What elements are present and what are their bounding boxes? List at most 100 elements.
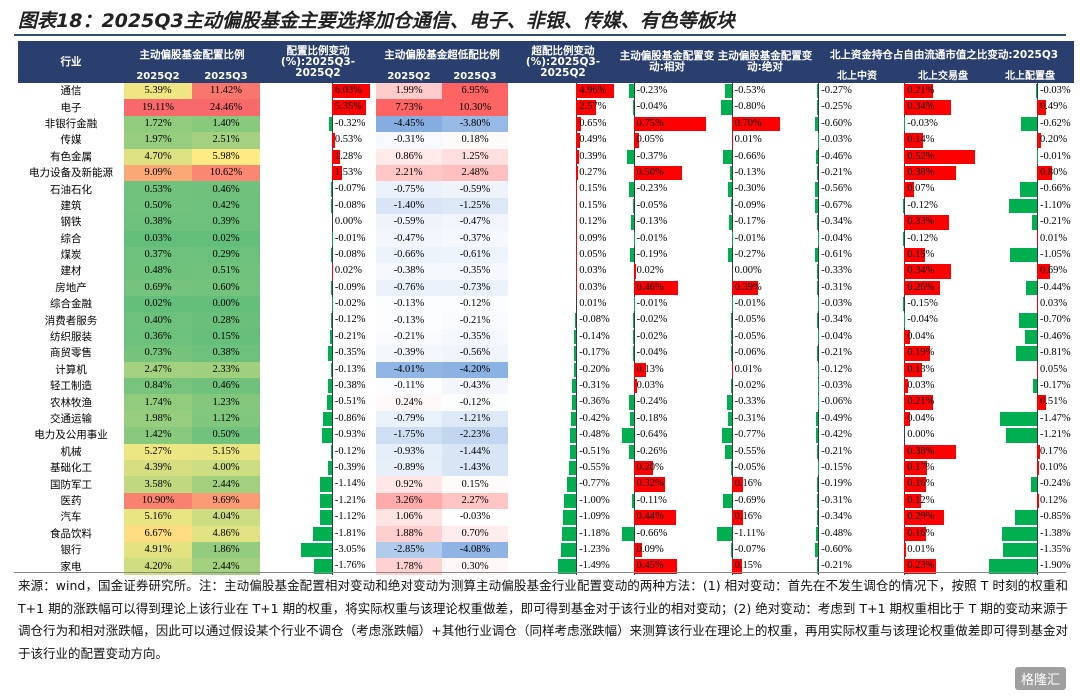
cell-chg: -0.51% bbox=[260, 394, 376, 411]
cell-nt: 0.21% bbox=[900, 83, 986, 100]
header-q3: 2025Q3 bbox=[192, 69, 260, 83]
na-value: -1.10% bbox=[1040, 199, 1071, 211]
na-bar bbox=[1021, 116, 1038, 132]
nm-bar bbox=[816, 493, 819, 509]
cell-abs: -0.01% bbox=[716, 230, 814, 247]
cell-na: -0.85% bbox=[986, 509, 1074, 526]
cell-oq2: 0.86% bbox=[376, 148, 442, 165]
cell-nt: 0.12% bbox=[900, 492, 986, 510]
cell-chg: 0.02% bbox=[260, 263, 376, 280]
cell-oq2: 1.78% bbox=[376, 558, 442, 575]
abs-bar bbox=[727, 395, 732, 410]
nm-axis bbox=[818, 115, 820, 133]
cell-chg: -0.86% bbox=[260, 410, 376, 428]
cell-oq3: -0.56% bbox=[442, 345, 508, 362]
cell-rel: 0.32% bbox=[618, 476, 716, 493]
nt-bar bbox=[904, 559, 936, 574]
ochg-axis bbox=[576, 345, 578, 362]
cell-oq2: -0.31% bbox=[376, 132, 442, 149]
abs-bar bbox=[730, 346, 732, 361]
abs-bar bbox=[731, 362, 733, 378]
cell-nt: 0.15% bbox=[900, 246, 986, 264]
na-value: 0.12% bbox=[1040, 494, 1068, 506]
watermark: 格隆汇 bbox=[1014, 667, 1066, 690]
abs-axis bbox=[731, 459, 733, 477]
na-value: -0.66% bbox=[1040, 183, 1071, 195]
abs-value: -0.01% bbox=[734, 298, 766, 310]
na-axis bbox=[1037, 410, 1039, 428]
industry-name: 通信 bbox=[60, 85, 82, 98]
na-value: -0.03% bbox=[1040, 85, 1071, 96]
nm-value: -0.03% bbox=[821, 380, 852, 392]
industry-name: 机械 bbox=[60, 445, 82, 458]
nm-axis bbox=[818, 361, 820, 379]
cell-nm: -0.34% bbox=[814, 312, 900, 329]
cell-chg: -0.35% bbox=[260, 345, 376, 362]
nt-bar bbox=[904, 182, 914, 197]
ochg-value: 0.09% bbox=[579, 232, 607, 244]
cell-q2: 0.50% bbox=[124, 197, 192, 215]
nm-axis bbox=[818, 181, 820, 198]
table-row: 基础化工 4.39% 4.00% -0.39% -0.89% -1.43% -0.55% 0.… bbox=[18, 459, 1074, 477]
cell-na: -1.21% bbox=[986, 427, 1074, 444]
chg-axis bbox=[331, 525, 333, 542]
cell-q3: 0.39% bbox=[192, 214, 260, 231]
table-row: 食品饮料 6.67% 4.86% -1.81% 1.88% 0.70% -1.18% -0.6… bbox=[18, 525, 1074, 542]
nt-bar bbox=[904, 493, 921, 509]
nm-bar bbox=[817, 165, 819, 181]
cell-oq2: -0.75% bbox=[376, 181, 442, 198]
chg-axis bbox=[331, 394, 333, 411]
rel-bar bbox=[633, 542, 643, 558]
cell-nm: -0.03% bbox=[814, 296, 900, 313]
ochg-axis bbox=[576, 361, 578, 379]
cell-oq2: -4.01% bbox=[376, 361, 442, 379]
chg-bar bbox=[327, 460, 332, 476]
ochg-axis bbox=[576, 296, 578, 313]
cell-q3: 2.44% bbox=[192, 476, 260, 493]
ochg-value: 0.27% bbox=[579, 166, 607, 178]
abs-axis bbox=[731, 83, 733, 100]
cell-q2: 5.27% bbox=[124, 443, 192, 460]
abs-axis bbox=[731, 246, 733, 264]
cell-ochg: 0.03% bbox=[508, 263, 618, 280]
nm-bar bbox=[815, 526, 819, 541]
abs-axis bbox=[731, 312, 733, 329]
ochg-bar bbox=[571, 395, 577, 410]
na-bar bbox=[1037, 264, 1050, 279]
nm-value: -0.61% bbox=[821, 248, 852, 260]
abs-axis bbox=[731, 525, 733, 542]
cell-rel: 0.20% bbox=[618, 459, 716, 477]
industry-name: 传媒 bbox=[60, 134, 82, 147]
nt-axis bbox=[904, 230, 906, 247]
chg-bar bbox=[320, 477, 332, 492]
chg-value: -0.09% bbox=[334, 281, 366, 293]
cell-rel: -0.23% bbox=[618, 83, 716, 100]
nm-bar bbox=[815, 149, 819, 164]
ochg-bar bbox=[571, 411, 577, 427]
nm-value: -0.31% bbox=[821, 494, 852, 506]
na-bar bbox=[1037, 395, 1047, 410]
abs-bar bbox=[724, 444, 732, 459]
cell-oq2: -0.59% bbox=[376, 214, 442, 231]
na-value: 0.51% bbox=[1040, 396, 1068, 408]
ochg-bar bbox=[576, 231, 577, 246]
cell-nm: -0.31% bbox=[814, 492, 900, 510]
ochg-bar bbox=[576, 182, 578, 197]
table-row: 交通运输 1.98% 1.12% -0.86% -0.79% -1.21% -0.42% -0… bbox=[18, 410, 1074, 428]
nm-value: -0.27% bbox=[821, 85, 852, 96]
cell-rel: 0.02% bbox=[618, 263, 716, 280]
industry-name: 综合金融 bbox=[50, 298, 92, 311]
abs-value: 0.16% bbox=[734, 511, 762, 523]
cell-nt: 0.34% bbox=[900, 263, 986, 280]
table-row: 房地产 0.69% 0.60% -0.09% -0.76% -0.73% 0.03% 0.46… bbox=[18, 279, 1074, 297]
abs-axis bbox=[731, 345, 733, 362]
chg-value: -0.08% bbox=[334, 248, 366, 260]
cell-q3: 0.50% bbox=[192, 427, 260, 444]
nt-value: 0.04% bbox=[907, 412, 935, 424]
nm-bar bbox=[815, 182, 819, 197]
rel-bar bbox=[628, 444, 634, 459]
nt-bar bbox=[904, 215, 950, 230]
nt-value: 0.00% bbox=[907, 429, 935, 441]
chg-value: -3.05% bbox=[334, 543, 366, 555]
source-note: 来源：wind，国金证券研究所。注：主动偏股基金配置相对变动和绝对变动为测算主动… bbox=[18, 578, 1068, 661]
